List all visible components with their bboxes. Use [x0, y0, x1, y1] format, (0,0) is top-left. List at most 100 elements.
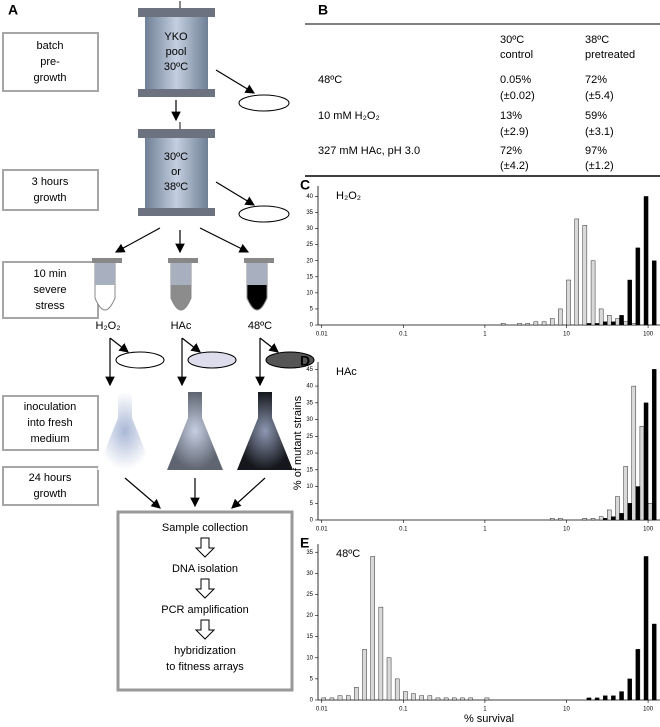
x-tick-label: 10	[563, 707, 570, 713]
step-text: severe	[33, 284, 66, 296]
bar	[607, 509, 612, 521]
bar	[590, 518, 596, 521]
step-text: growth	[33, 192, 66, 204]
down-arrow	[194, 537, 216, 558]
bar	[403, 691, 408, 701]
bar	[411, 693, 416, 701]
bar	[337, 695, 343, 701]
bar	[643, 556, 649, 701]
bar	[635, 486, 641, 521]
bar	[611, 321, 616, 326]
arrow	[231, 477, 266, 509]
bar	[566, 279, 571, 326]
bar	[623, 321, 628, 326]
bar	[549, 518, 555, 521]
column-header: pretreated	[585, 49, 635, 61]
x-tick-label: 1	[483, 707, 487, 713]
y-tick-label: 25	[306, 592, 313, 598]
arrow	[124, 477, 161, 509]
step-text: medium	[30, 433, 69, 445]
y-tick-label: 10	[306, 484, 313, 490]
tube-cap	[92, 258, 122, 263]
dish	[238, 94, 290, 112]
step-box	[2, 466, 99, 506]
bar	[594, 323, 600, 326]
bar	[602, 518, 608, 521]
bar	[598, 516, 604, 521]
y-tick-label: 45	[306, 367, 313, 373]
y-tick-label: 0	[310, 518, 314, 524]
bar	[370, 556, 375, 701]
step-box	[2, 395, 99, 451]
bar	[443, 697, 449, 701]
bar	[611, 516, 616, 521]
bar	[639, 426, 645, 521]
annotation: HAc	[336, 366, 357, 378]
bar	[607, 315, 612, 326]
down-arrow	[194, 619, 216, 640]
x-axis-label: % survival	[464, 713, 514, 725]
bar	[394, 678, 400, 701]
bar	[558, 518, 563, 521]
workflow-step: hybridization	[174, 645, 236, 657]
bar	[635, 247, 641, 326]
panel-label: C	[300, 177, 310, 193]
bar	[354, 687, 359, 701]
annotation: 48ºC	[336, 548, 360, 560]
y-tick-label: 25	[306, 434, 313, 440]
bar	[627, 503, 632, 521]
x-tick-label: 0.1	[399, 332, 408, 338]
step-box	[2, 261, 99, 319]
workflow-step: to fitness arrays	[166, 661, 244, 673]
y-tick-label: 15	[306, 634, 313, 640]
step-text: batch	[37, 40, 64, 52]
bar	[651, 623, 657, 701]
x-tick-label: 100	[643, 332, 654, 338]
arrow	[215, 181, 256, 206]
arrow	[215, 69, 256, 94]
step-text: stress	[35, 300, 65, 312]
y-tick-label: 15	[306, 467, 313, 473]
bar	[582, 225, 588, 326]
cell: 59%	[585, 110, 607, 122]
y-tick-label: 25	[306, 242, 313, 248]
bar	[586, 697, 592, 701]
bar	[378, 606, 384, 701]
cell: (±4.2)	[500, 160, 529, 172]
bar	[619, 513, 624, 521]
down-arrow	[194, 578, 216, 599]
stress-label: HAc	[171, 320, 192, 332]
bar	[484, 697, 490, 701]
x-tick-label: 0.01	[316, 707, 328, 713]
dish	[238, 205, 290, 223]
panel-a: A batch pre- growth 3 hours growth 10 mi…	[2, 1, 315, 692]
vessel-text: 38ºC	[164, 181, 188, 193]
arrow	[181, 337, 201, 353]
bar	[631, 385, 637, 521]
x-tick-label: 100	[643, 707, 654, 713]
arrow	[114, 227, 161, 253]
cell: (±3.1)	[585, 126, 614, 138]
bar	[346, 695, 351, 701]
bar	[460, 697, 465, 701]
workflow-step: PCR amplification	[161, 604, 248, 616]
y-tick-label: 20	[306, 258, 313, 264]
cell: 72%	[500, 145, 522, 157]
bar	[362, 649, 367, 701]
bar	[321, 697, 327, 701]
column-header: 30ºC	[500, 34, 524, 46]
x-tick-label: 100	[643, 527, 654, 533]
row-header: 327 mM HAc, pH 3.0	[318, 145, 420, 157]
y-tick-label: 5	[310, 501, 314, 507]
bar	[602, 695, 608, 701]
x-tick-label: 1	[483, 332, 487, 338]
y-axis-label: % of mutant strains	[292, 395, 304, 490]
dish	[265, 351, 315, 369]
vessel-cap	[138, 8, 215, 17]
y-tick-label: 20	[306, 613, 313, 619]
step-text: into fresh	[27, 417, 72, 429]
bar	[329, 697, 335, 701]
cell: (±0.02)	[500, 90, 535, 102]
